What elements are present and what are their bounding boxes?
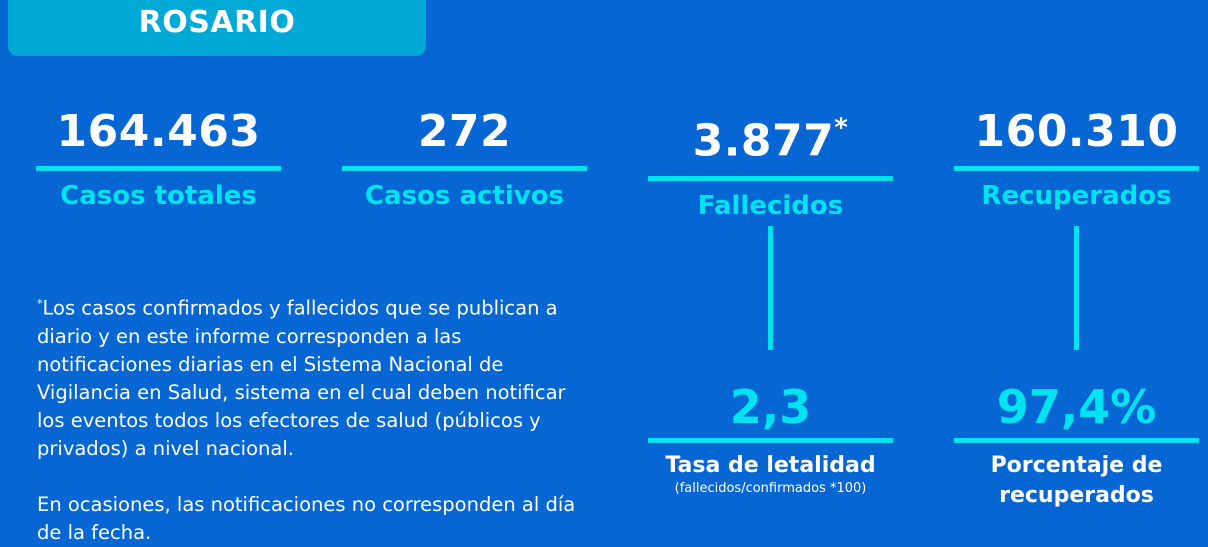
- fallecidos-value: 3.877: [692, 115, 835, 167]
- stat-casos-totales: 164.463 Casos totales: [36, 104, 281, 211]
- footnote-text-1: Los casos confirmados y fallecidos que s…: [37, 296, 566, 460]
- stat-fallecidos: 3.877* Fallecidos: [648, 104, 893, 221]
- casos-totales-value: 164.463: [56, 106, 261, 157]
- stat-recuperados: 160.310 Recuperados: [954, 104, 1199, 211]
- divider: [954, 438, 1199, 443]
- divider: [954, 166, 1199, 171]
- stat-porcentaje-recuperados: 97,4% Porcentaje de recuperados: [954, 378, 1199, 511]
- casos-totales-label: Casos totales: [60, 181, 257, 211]
- recuperados-pct-label: Porcentaje de recuperados: [990, 453, 1163, 508]
- recuperados-label: Recuperados: [981, 181, 1172, 211]
- letalidad-value: 2,3: [729, 380, 812, 434]
- connector-line-recuperados: [1074, 226, 1079, 350]
- footnote-paragraph-2: En ocasiones, las notificaciones no corr…: [37, 492, 576, 544]
- stat-tasa-letalidad: 2,3 Tasa de letalidad (fallecidos/confir…: [648, 378, 893, 497]
- casos-activos-value: 272: [417, 106, 512, 157]
- footnote-asterisk: *: [37, 297, 43, 310]
- divider: [342, 166, 587, 171]
- connector-line-letalidad: [768, 226, 773, 350]
- divider: [648, 438, 893, 443]
- city-title-banner: ROSARIO: [8, 0, 426, 56]
- city-title: ROSARIO: [138, 4, 296, 40]
- divider: [648, 175, 893, 181]
- fallecidos-value-wrap: 3.877*: [648, 104, 893, 170]
- stat-casos-activos: 272 Casos activos: [342, 104, 587, 211]
- divider: [36, 166, 281, 171]
- footnote-paragraph-1: *Los casos confirmados y fallecidos que …: [37, 290, 582, 463]
- footnote: *Los casos confirmados y fallecidos que …: [37, 290, 582, 547]
- casos-activos-label: Casos activos: [364, 181, 565, 211]
- recuperados-value: 160.310: [974, 106, 1179, 157]
- letalidad-label: Tasa de letalidad: [665, 453, 876, 478]
- recuperados-pct-value: 97,4%: [996, 380, 1157, 434]
- fallecidos-label: Fallecidos: [697, 190, 844, 221]
- fallecidos-asterisk: *: [834, 113, 849, 143]
- letalidad-formula: (fallecidos/confirmados *100): [674, 481, 867, 496]
